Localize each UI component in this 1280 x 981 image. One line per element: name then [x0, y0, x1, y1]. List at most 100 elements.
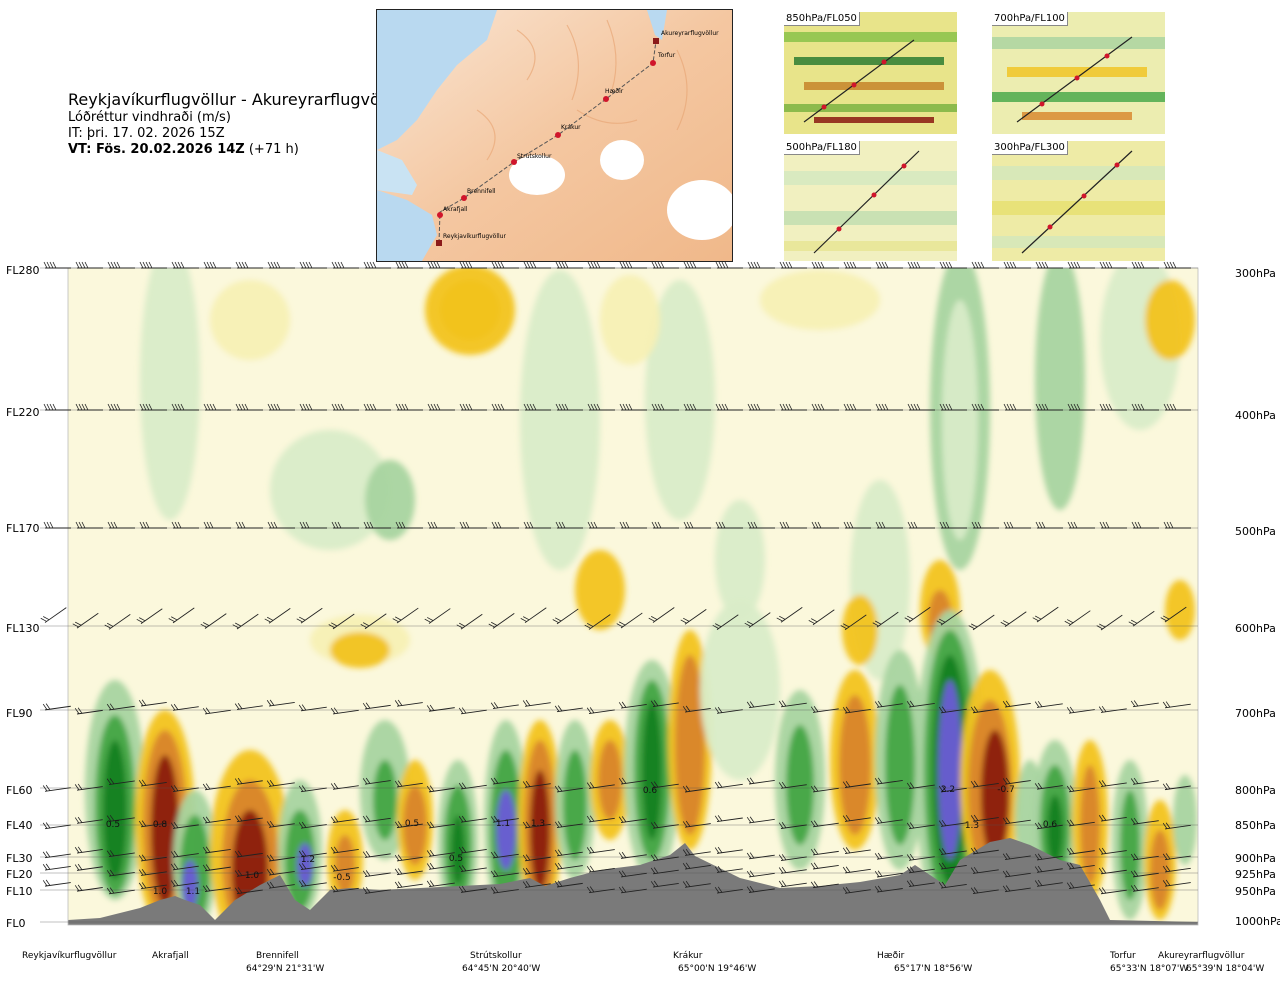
barb-flag: [968, 625, 975, 630]
barb-flag: [810, 785, 816, 792]
barb-flag: [522, 700, 528, 707]
wind-barb: [842, 706, 871, 714]
barb-flag: [907, 403, 912, 411]
barb-shaft: [332, 613, 355, 630]
barb-flag: [817, 261, 822, 269]
barb-flag: [842, 866, 848, 873]
barb-flag: [750, 261, 755, 269]
coord-torfur: 65°33'N 18°07'W: [1110, 964, 1189, 974]
value-label-3: 1.1: [186, 887, 200, 897]
barb-flag: [395, 616, 402, 621]
barb-shaft: [300, 607, 323, 624]
barb-flag: [1073, 403, 1078, 411]
wind-barb: [1002, 853, 1031, 861]
barb-flag: [718, 521, 723, 529]
barb-shaft: [268, 870, 295, 876]
barb-flag: [42, 864, 48, 871]
barb-shaft: [396, 607, 419, 624]
wind-barb: [394, 699, 423, 707]
wind-cell-87: [1173, 775, 1197, 865]
wind-barb: [234, 815, 263, 823]
wind-barb: [875, 403, 903, 411]
barb-flag: [1101, 867, 1107, 874]
barb-shaft: [588, 614, 611, 630]
wind-barb: [490, 777, 519, 785]
barb-flag: [74, 784, 80, 791]
wind-barb: [554, 880, 583, 888]
barb-flag: [1130, 700, 1136, 707]
barb-shaft: [876, 819, 903, 824]
wind-barb: [1034, 853, 1063, 861]
barb-flag: [1140, 261, 1145, 269]
barb-flag: [337, 521, 342, 529]
wind-barb: [266, 699, 295, 707]
barb-flag: [884, 403, 889, 411]
barb-flag: [973, 887, 979, 894]
barb-flag: [525, 867, 531, 874]
barb-flag: [337, 261, 342, 269]
barb-flag: [1069, 819, 1075, 826]
barb-flag: [171, 521, 176, 529]
barb-flag: [365, 702, 371, 709]
barb-shaft: [236, 889, 263, 895]
parameter-title: Lóðréttur vindhraði (m/s): [68, 110, 231, 125]
inset-300: 300hPa/FL300: [992, 141, 1165, 261]
barb-flag: [749, 701, 755, 708]
barb-flag: [909, 782, 915, 789]
inset-500: 500hPa/FL180: [784, 141, 957, 261]
wind-barb: [842, 814, 871, 822]
wind-barb: [456, 613, 483, 630]
barb-flag: [596, 261, 601, 269]
barb-flag: [330, 707, 336, 714]
barb-flag: [650, 781, 656, 788]
wind-cell-10: [715, 500, 765, 620]
wind-barb: [936, 609, 963, 626]
barb-flag: [1034, 822, 1040, 829]
wind-barb: [619, 261, 647, 269]
wind-barb: [202, 707, 231, 715]
barb-flag: [555, 403, 560, 411]
wind-cell-14: [600, 275, 660, 365]
barb-flag: [685, 880, 691, 887]
barb-flag: [689, 261, 694, 269]
barb-flag: [426, 863, 432, 870]
barb-flag: [529, 521, 534, 529]
wind-barb: [1002, 885, 1031, 893]
wind-barb: [458, 782, 487, 790]
barb-flag: [170, 863, 176, 870]
barb-flag: [558, 521, 563, 529]
barb-flag: [429, 821, 435, 828]
barb-flag: [941, 819, 947, 826]
barb-flag: [234, 887, 240, 894]
barb-flag: [747, 261, 752, 269]
barb-flag: [977, 261, 982, 269]
barb-shaft: [972, 782, 999, 788]
barb-flag: [1140, 403, 1145, 411]
wind-barb: [234, 702, 263, 710]
barb-flag: [913, 521, 918, 529]
hpa-label-500: 500hPa: [1235, 525, 1276, 538]
inset-700: 700hPa/FL100: [992, 12, 1165, 134]
barb-shaft: [748, 612, 771, 628]
barb-flag: [301, 785, 307, 792]
barb-shaft: [748, 872, 775, 878]
barb-flag: [845, 886, 851, 893]
barb-shaft: [300, 787, 327, 793]
barb-flag: [846, 403, 851, 411]
wind-barb: [906, 782, 935, 790]
wind-cell-22: [842, 595, 878, 665]
wind-barb: [938, 706, 967, 714]
barb-flag: [138, 699, 144, 706]
barb-flag: [205, 707, 211, 714]
barb-flag: [298, 850, 304, 857]
wind-barb: [43, 261, 71, 269]
barb-flag: [909, 700, 915, 707]
barb-flag: [212, 403, 217, 411]
barb-flag: [49, 261, 54, 269]
barb-shaft: [332, 867, 359, 872]
barb-flag: [45, 822, 51, 829]
barb-flag: [619, 261, 624, 269]
barb-shaft: [1036, 882, 1063, 887]
wind-barb: [1130, 853, 1159, 861]
barb-flag: [813, 785, 819, 792]
